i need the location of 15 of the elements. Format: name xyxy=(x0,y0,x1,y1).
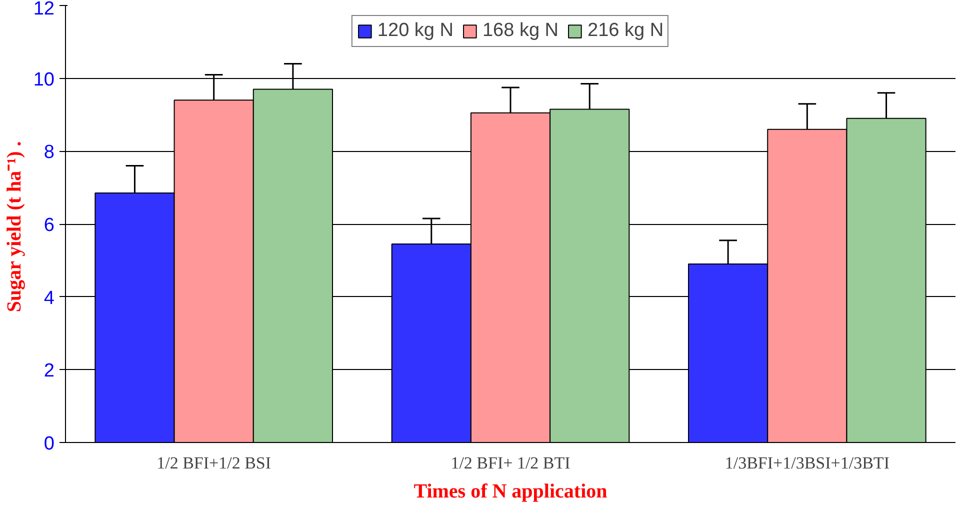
x-tick-label: 1/2 BFI+ 1/2 BTI xyxy=(450,454,571,472)
x-axis-title: Times of N application xyxy=(414,480,608,502)
legend-label: 216 kg N xyxy=(588,20,664,42)
x-tick-label: 1/3BFI+1/3BSI+1/3BTI xyxy=(724,454,890,472)
y-tick-label: 6 xyxy=(44,215,55,236)
y-tick-label: 0 xyxy=(44,434,55,454)
y-tick-label: 12 xyxy=(33,0,55,20)
y-tick-label: 8 xyxy=(44,142,55,164)
y-tick-label: 10 xyxy=(33,69,55,90)
legend-label: 168 kg N xyxy=(482,20,559,42)
y-tick-label: 4 xyxy=(44,288,55,309)
y-axis-title: Sugar yield (t ha⁻¹) . xyxy=(3,141,26,312)
x-tick-label: 1/2 BFI+1/2 BSI xyxy=(156,454,272,472)
legend-label: 120 kg N xyxy=(377,20,454,42)
y-tick-label: 2 xyxy=(44,360,55,382)
